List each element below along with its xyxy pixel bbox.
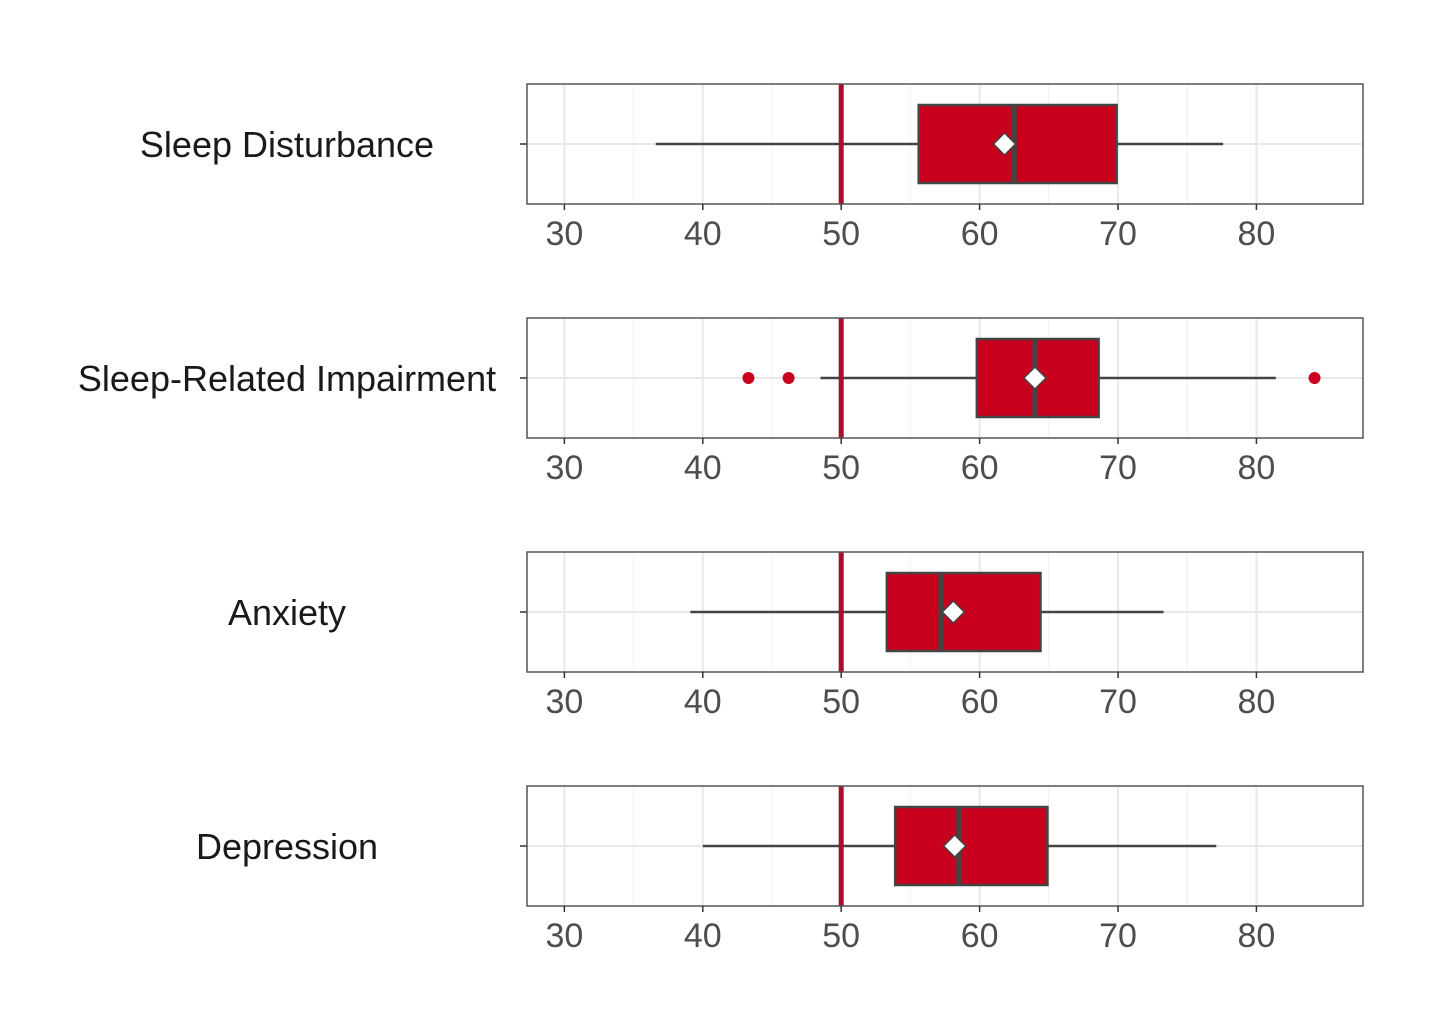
mean-marker (941, 599, 966, 625)
panel-label: Depression (196, 826, 378, 867)
x-tick-label: 80 (1238, 215, 1276, 253)
x-tick-label: 50 (822, 917, 860, 955)
panel-4: Depression 30 40 50 60 70 80 (196, 785, 1364, 955)
panel-border (526, 83, 1364, 205)
panel-border (526, 785, 1364, 907)
mean-marker (992, 131, 1017, 157)
x-tick-label: 70 (1099, 215, 1137, 253)
x-tick-label: 60 (961, 449, 999, 487)
x-tick-label: 70 (1099, 917, 1137, 955)
x-tick-label: 40 (684, 215, 722, 253)
x-tick-label: 50 (822, 215, 860, 253)
x-tick-label: 60 (961, 917, 999, 955)
panel-1: Sleep Disturbance 30 40 50 60 70 80 (140, 83, 1364, 253)
x-tick-label: 50 (822, 683, 860, 721)
x-tick-label: 70 (1099, 449, 1137, 487)
outlier-point (742, 372, 755, 384)
x-tick-label: 50 (822, 449, 860, 487)
mean-marker (1022, 365, 1048, 391)
panel-3: Anxiety 30 40 50 60 70 80 (228, 551, 1364, 721)
x-tick-label: 40 (684, 917, 722, 955)
x-tick-label: 80 (1238, 683, 1276, 721)
x-tick-label: 30 (545, 215, 583, 253)
box (917, 103, 1118, 185)
x-tick-label: 80 (1238, 449, 1276, 487)
panel-label: Anxiety (228, 592, 346, 633)
panel-border (526, 551, 1364, 673)
box (893, 805, 1049, 887)
x-tick-label: 40 (684, 449, 722, 487)
x-tick-label: 30 (545, 917, 583, 955)
x-tick-label: 60 (961, 683, 999, 721)
outlier-point (1308, 372, 1321, 384)
panel-2: Sleep-Related Impairment 30 40 50 60 70 80 (78, 317, 1364, 487)
panel-label: Sleep Disturbance (140, 124, 434, 165)
outlier-point (782, 372, 795, 384)
panel-label: Sleep-Related Impairment (78, 358, 496, 399)
x-tick-label: 40 (684, 683, 722, 721)
x-tick-label: 30 (545, 449, 583, 487)
x-tick-label: 60 (961, 215, 999, 253)
panel-border (526, 317, 1364, 439)
x-tick-label: 80 (1238, 917, 1276, 955)
mean-marker (942, 833, 967, 859)
x-tick-label: 70 (1099, 683, 1137, 721)
x-tick-label: 30 (545, 683, 583, 721)
